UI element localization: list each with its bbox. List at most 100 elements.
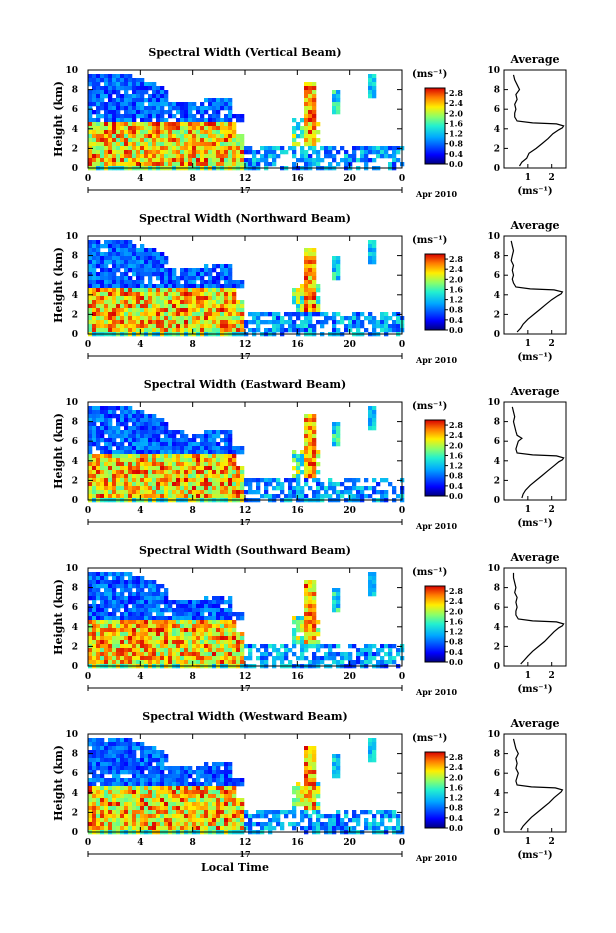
heatmap-cell xyxy=(160,620,164,624)
heatmap-cell xyxy=(356,312,360,316)
heatmap-cell xyxy=(88,790,92,794)
heatmap-cell xyxy=(88,264,92,268)
heatmap-cell xyxy=(368,86,372,90)
heatmap-cell xyxy=(144,260,148,264)
heatmap-cell xyxy=(224,438,228,442)
heatmap-cell xyxy=(124,154,128,158)
heatmap-cell xyxy=(212,328,216,332)
heatmap-cell xyxy=(240,636,244,640)
heatmap-cell xyxy=(376,648,380,652)
heatmap-cell xyxy=(184,798,188,802)
heatmap-cell xyxy=(200,482,204,486)
heatmap-cell xyxy=(180,328,184,332)
heatmap-cell xyxy=(232,660,236,664)
heatmap-cell xyxy=(176,146,180,150)
heatmap-cell xyxy=(192,300,196,304)
heatmap-cell xyxy=(212,134,216,138)
heatmap-cell xyxy=(156,486,160,490)
heatmap-cell xyxy=(200,106,204,110)
heatmap-cell xyxy=(240,162,244,166)
heatmap-cell xyxy=(96,470,100,474)
heatmap-cell xyxy=(248,656,252,660)
heatmap-cell xyxy=(200,616,204,620)
heatmap-cell xyxy=(136,652,140,656)
heatmap-cell xyxy=(164,466,168,470)
colorbar-tick-label: 2.0 xyxy=(449,606,463,616)
heatmap-cell xyxy=(96,324,100,328)
heatmap-cell xyxy=(308,134,312,138)
heatmap-cell xyxy=(224,98,228,102)
heatmap-cell xyxy=(268,320,272,324)
heatmap-cell xyxy=(152,98,156,102)
heatmap-cell xyxy=(284,320,288,324)
heatmap-cell xyxy=(132,118,136,122)
heatmap-cell xyxy=(108,240,112,244)
heatmap-cell xyxy=(300,154,304,158)
heatmap-cell xyxy=(124,134,128,138)
heatmap-cell xyxy=(200,652,204,656)
heatmap-cell xyxy=(116,252,120,256)
heatmap-cell xyxy=(136,762,140,766)
heatmap-cell xyxy=(104,644,108,648)
heatmap-cell xyxy=(108,110,112,114)
heatmap-cell xyxy=(208,158,212,162)
heatmap-cell xyxy=(204,640,208,644)
heatmap-cell xyxy=(128,118,132,122)
heatmap-cell xyxy=(312,304,316,308)
heatmap-cell xyxy=(156,320,160,324)
heatmap-cell xyxy=(160,474,164,478)
heatmap-cell xyxy=(116,446,120,450)
heatmap-cell xyxy=(216,126,220,130)
heatmap-cell xyxy=(108,660,112,664)
heatmap-cell xyxy=(88,802,92,806)
heatmap-cell xyxy=(136,264,140,268)
heatmap-cell xyxy=(316,644,320,648)
heatmap-cell xyxy=(136,580,140,584)
heatmap-cell xyxy=(108,150,112,154)
heatmap-cell xyxy=(188,150,192,154)
heatmap-cell xyxy=(332,660,336,664)
heatmap-cell xyxy=(208,616,212,620)
heatmap-cell xyxy=(124,272,128,276)
heatmap-cell xyxy=(136,268,140,272)
heatmap-cell xyxy=(140,90,144,94)
heatmap-cell xyxy=(96,122,100,126)
heatmap-cell xyxy=(104,158,108,162)
average-x-label: (ms⁻¹) xyxy=(517,186,552,197)
heatmap-cell xyxy=(292,118,296,122)
heatmap-cell xyxy=(120,746,124,750)
heatmap-cell xyxy=(92,304,96,308)
heatmap-cell xyxy=(192,810,196,814)
heatmap-cell xyxy=(184,826,188,830)
heatmap-cell xyxy=(148,328,152,332)
x-tick-label: 16 xyxy=(291,340,304,350)
heatmap-cell xyxy=(128,822,132,826)
heatmap-cell xyxy=(156,430,160,434)
heatmap-cell xyxy=(336,596,340,600)
heatmap-cell xyxy=(132,766,136,770)
heatmap-cell xyxy=(164,438,168,442)
heatmap-cell xyxy=(124,588,128,592)
heatmap-cell xyxy=(304,426,308,430)
heatmap-cell xyxy=(228,292,232,296)
heatmap-cell xyxy=(368,422,372,426)
heatmap-cell xyxy=(144,426,148,430)
heatmap-cell xyxy=(140,750,144,754)
heatmap-cell xyxy=(220,446,224,450)
heatmap-cell xyxy=(108,106,112,110)
panel-title: Spectral Width (Northward Beam) xyxy=(139,212,351,225)
heatmap-cell xyxy=(368,580,372,584)
heatmap-cell xyxy=(152,162,156,166)
heatmap-cell xyxy=(312,478,316,482)
heatmap-cell xyxy=(192,616,196,620)
heatmap-cell xyxy=(316,450,320,454)
heatmap-cell xyxy=(192,822,196,826)
heatmap-cell xyxy=(220,158,224,162)
heatmap-cell xyxy=(156,762,160,766)
heatmap-cell xyxy=(108,276,112,280)
heatmap-cell xyxy=(372,580,376,584)
heatmap-cell xyxy=(160,462,164,466)
heatmap-cell xyxy=(236,304,240,308)
heatmap-cell xyxy=(312,636,316,640)
heatmap-cell xyxy=(284,494,288,498)
